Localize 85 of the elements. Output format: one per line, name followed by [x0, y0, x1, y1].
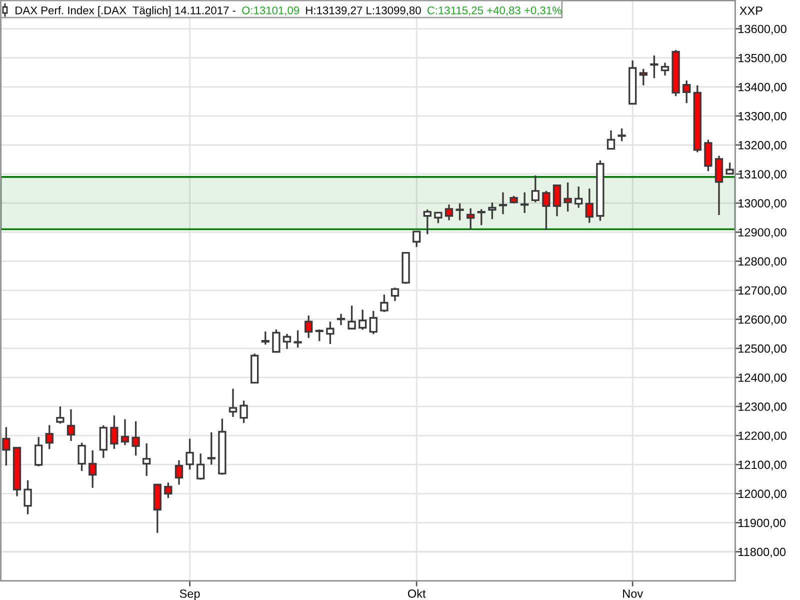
y-tick-label: 12100,00 [738, 460, 786, 470]
candlestick [45, 424, 54, 450]
candlestick [272, 328, 280, 354]
candlestick [564, 182, 572, 212]
candlestick [110, 414, 118, 450]
x-tick-label: Sep [180, 589, 200, 600]
y-tick-label: 12200,00 [738, 432, 786, 442]
candlestick [682, 80, 691, 104]
candlestick [456, 202, 464, 222]
y-tick-label: 12800,00 [738, 257, 786, 267]
annotation: H:13139,27 L:13099,80 [306, 6, 421, 16]
y-tick-label: 13000,00 [738, 199, 786, 209]
candlestick [606, 130, 616, 150]
y-tick-label: 13600,00 [738, 24, 786, 35]
y-tick-label: 12900,00 [738, 228, 786, 238]
candlestick [132, 420, 140, 456]
candlestick [294, 330, 302, 348]
y-tick-label: 13500,00 [738, 54, 786, 64]
candlestick [520, 192, 529, 214]
candlestick [618, 128, 626, 142]
y-tick-label: 13400,00 [738, 82, 786, 93]
candlestick [650, 54, 658, 80]
candlestick [466, 208, 475, 230]
candlestick [99, 424, 108, 459]
candlestick [186, 438, 194, 470]
candlestick [228, 388, 238, 418]
candlestick [66, 408, 76, 442]
y-tick-label: 13200,00 [738, 141, 786, 151]
y-tick-label: 13100,00 [738, 170, 786, 180]
candlestick [326, 320, 334, 345]
candlestick [56, 406, 64, 424]
candlestick [336, 312, 346, 326]
candlestick [304, 314, 313, 339]
candlestick [348, 304, 356, 330]
candlestick [704, 138, 712, 172]
candlestick [552, 184, 562, 218]
candlestick [315, 328, 324, 342]
candlestick [477, 208, 486, 226]
candlestick [444, 204, 454, 222]
candlestick [240, 400, 248, 424]
y-tick-label: 12700,00 [738, 286, 786, 296]
candlestick [585, 188, 594, 224]
candlestick [488, 202, 496, 220]
x-tick-label: Nov [623, 590, 644, 598]
candlestick [714, 154, 724, 216]
y-tick-label: 13300,00 [738, 112, 786, 122]
y-tick-label: 12000,00 [738, 490, 786, 500]
y-tick-label: 12300,00 [738, 402, 786, 412]
candlestick [120, 418, 130, 446]
candlestick [207, 432, 216, 466]
candlestick [164, 482, 172, 499]
annotation: O:13101,09 [242, 6, 300, 16]
candlestick [34, 436, 43, 468]
candlestick [434, 211, 442, 224]
y-tick-label: 12500,00 [738, 344, 786, 354]
candlestick [412, 230, 421, 248]
candlestick [261, 330, 270, 346]
candlestick [88, 450, 97, 489]
candlestick [390, 286, 400, 302]
candlestick [78, 442, 86, 472]
candlestick [531, 174, 540, 204]
annotation: C:13115,25 +40,83 +0,31% [427, 6, 562, 16]
y-tick-label: 11900,00 [738, 518, 786, 528]
candlestick [174, 459, 184, 486]
y-tick-label: 12600,00 [738, 315, 786, 326]
x-tick-label: Okt [408, 589, 426, 598]
candlestick [282, 333, 292, 350]
candlestick [2, 426, 10, 466]
candlestick [726, 162, 734, 175]
candlestick [639, 68, 648, 86]
candlestick [142, 442, 151, 477]
candlestick [542, 190, 550, 231]
chart-title: DAX Perf. Index [.DAX Täglich] 14.11.2017 - [16, 6, 236, 17]
candlestick [380, 294, 388, 313]
candlestick [660, 62, 670, 76]
candlestick [369, 310, 378, 335]
candlestick [574, 186, 583, 209]
candlestick [423, 208, 432, 236]
y-axis-title: XXP [740, 6, 762, 15]
y-tick-label: 11800,00 [738, 548, 786, 558]
candlestick [196, 452, 205, 481]
candlestick [498, 192, 508, 215]
candlestick [24, 479, 32, 516]
y-tick-label: 12400,00 [738, 373, 786, 384]
candlestick [358, 308, 367, 331]
